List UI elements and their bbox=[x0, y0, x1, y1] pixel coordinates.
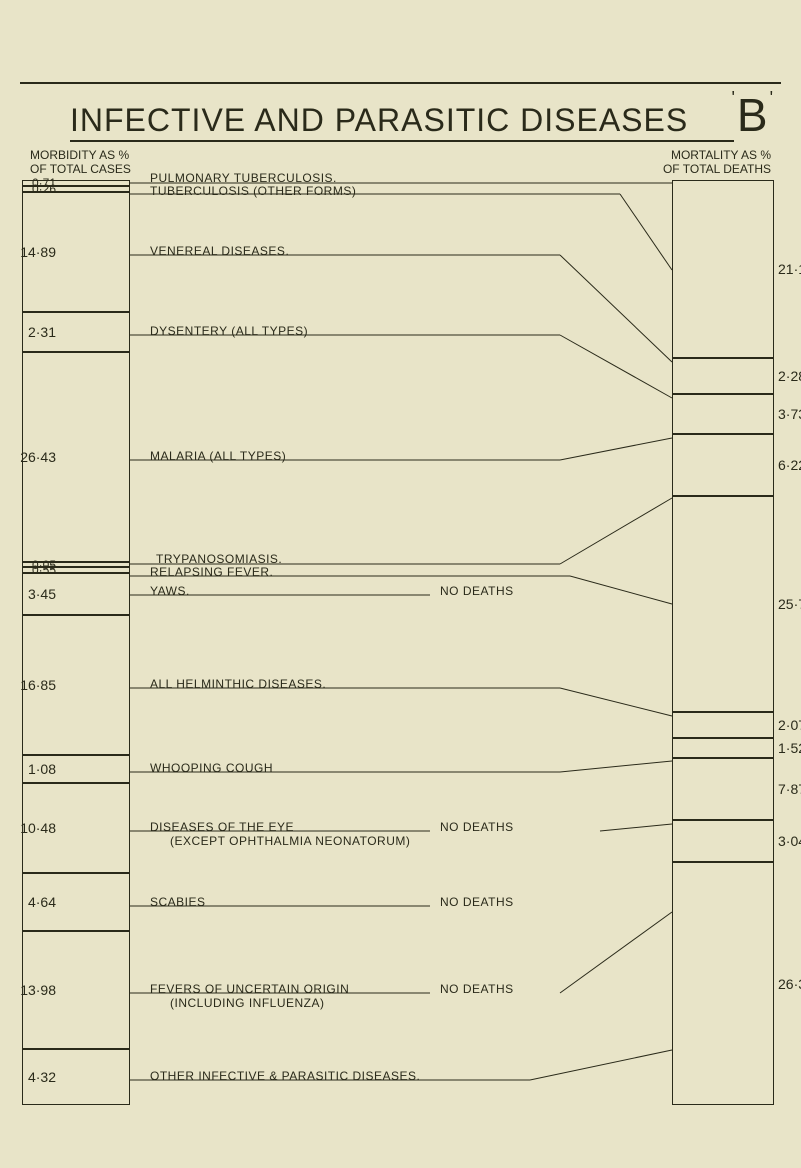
mortality-cell bbox=[672, 738, 774, 758]
title-underline bbox=[70, 140, 734, 142]
morbidity-value: 0·55 bbox=[0, 563, 56, 577]
morbidity-value: 1·08 bbox=[0, 761, 56, 777]
morbidity-value: 2·31 bbox=[0, 324, 56, 340]
mortality-value: 26·38 bbox=[778, 976, 801, 992]
mortality-value: 2·28 bbox=[778, 368, 801, 384]
mortality-value: 2·07 bbox=[778, 717, 801, 733]
disease-label: VENEREAL DISEASES. bbox=[150, 244, 289, 258]
morbidity-value: 16·85 bbox=[0, 677, 56, 693]
mortality-cell bbox=[672, 434, 774, 496]
mortality-cell bbox=[672, 862, 774, 1105]
mortality-value: 25·76 bbox=[778, 596, 801, 612]
mortality-cell bbox=[672, 496, 774, 712]
disease-label: YAWS. bbox=[150, 584, 190, 598]
page-title: INFECTIVE AND PARASITIC DISEASES bbox=[70, 102, 688, 139]
disease-label: WHOOPING COUGH bbox=[150, 761, 273, 775]
disease-sublabel: (INCLUDING INFLUENZA) bbox=[170, 996, 325, 1010]
mortality-value: 6·22 bbox=[778, 457, 801, 473]
top-rule bbox=[20, 82, 781, 84]
morbidity-value: 4·64 bbox=[0, 894, 56, 910]
page: 'B' INFECTIVE AND PARASITIC DISEASES MOR… bbox=[0, 0, 801, 1168]
disease-note: NO DEATHS bbox=[440, 982, 514, 996]
disease-label: RELAPSING FEVER. bbox=[150, 565, 273, 579]
disease-note: NO DEATHS bbox=[440, 895, 514, 909]
disease-note: NO DEATHS bbox=[440, 584, 514, 598]
disease-label: OTHER INFECTIVE & PARASITIC DISEASES. bbox=[150, 1069, 420, 1083]
mortality-cell bbox=[672, 712, 774, 738]
disease-sublabel: (EXCEPT OPHTHALMIA NEONATORUM) bbox=[170, 834, 410, 848]
morbidity-value: 0·26 bbox=[0, 182, 56, 196]
disease-label: TUBERCULOSIS (OTHER FORMS) bbox=[150, 184, 356, 198]
mortality-cell bbox=[672, 758, 774, 820]
disease-label: SCABIES bbox=[150, 895, 206, 909]
mortality-value: 3·04 bbox=[778, 833, 801, 849]
mortality-cell bbox=[672, 358, 774, 394]
disease-label: DYSENTERY (ALL TYPES) bbox=[150, 324, 308, 338]
disease-label: TRYPANOSOMIASIS. bbox=[156, 552, 282, 566]
mortality-cell bbox=[672, 820, 774, 862]
disease-label: DISEASES OF THE EYE bbox=[150, 820, 294, 834]
mortality-value: 3·73 bbox=[778, 406, 801, 422]
mortality-value: 1·52 bbox=[778, 740, 801, 756]
disease-label: ALL HELMINTHIC DISEASES. bbox=[150, 677, 326, 691]
disease-label: PULMONARY TUBERCULOSIS. bbox=[150, 171, 337, 185]
morbidity-value: 14·89 bbox=[0, 244, 56, 260]
morbidity-value: 13·98 bbox=[0, 982, 56, 998]
disease-note: NO DEATHS bbox=[440, 820, 514, 834]
mortality-value: 7·87 bbox=[778, 781, 801, 797]
morbidity-value: 4·32 bbox=[0, 1069, 56, 1085]
mortality-cell bbox=[672, 394, 774, 434]
mortality-column bbox=[672, 0, 774, 1168]
morbidity-value: 26·43 bbox=[0, 449, 56, 465]
morbidity-value: 10·48 bbox=[0, 820, 56, 836]
disease-label: MALARIA (ALL TYPES) bbox=[150, 449, 286, 463]
mortality-value: 21·13 bbox=[778, 261, 801, 277]
mortality-cell bbox=[672, 180, 774, 358]
disease-label: FEVERS OF UNCERTAIN ORIGIN bbox=[150, 982, 349, 996]
morbidity-value: 3·45 bbox=[0, 586, 56, 602]
